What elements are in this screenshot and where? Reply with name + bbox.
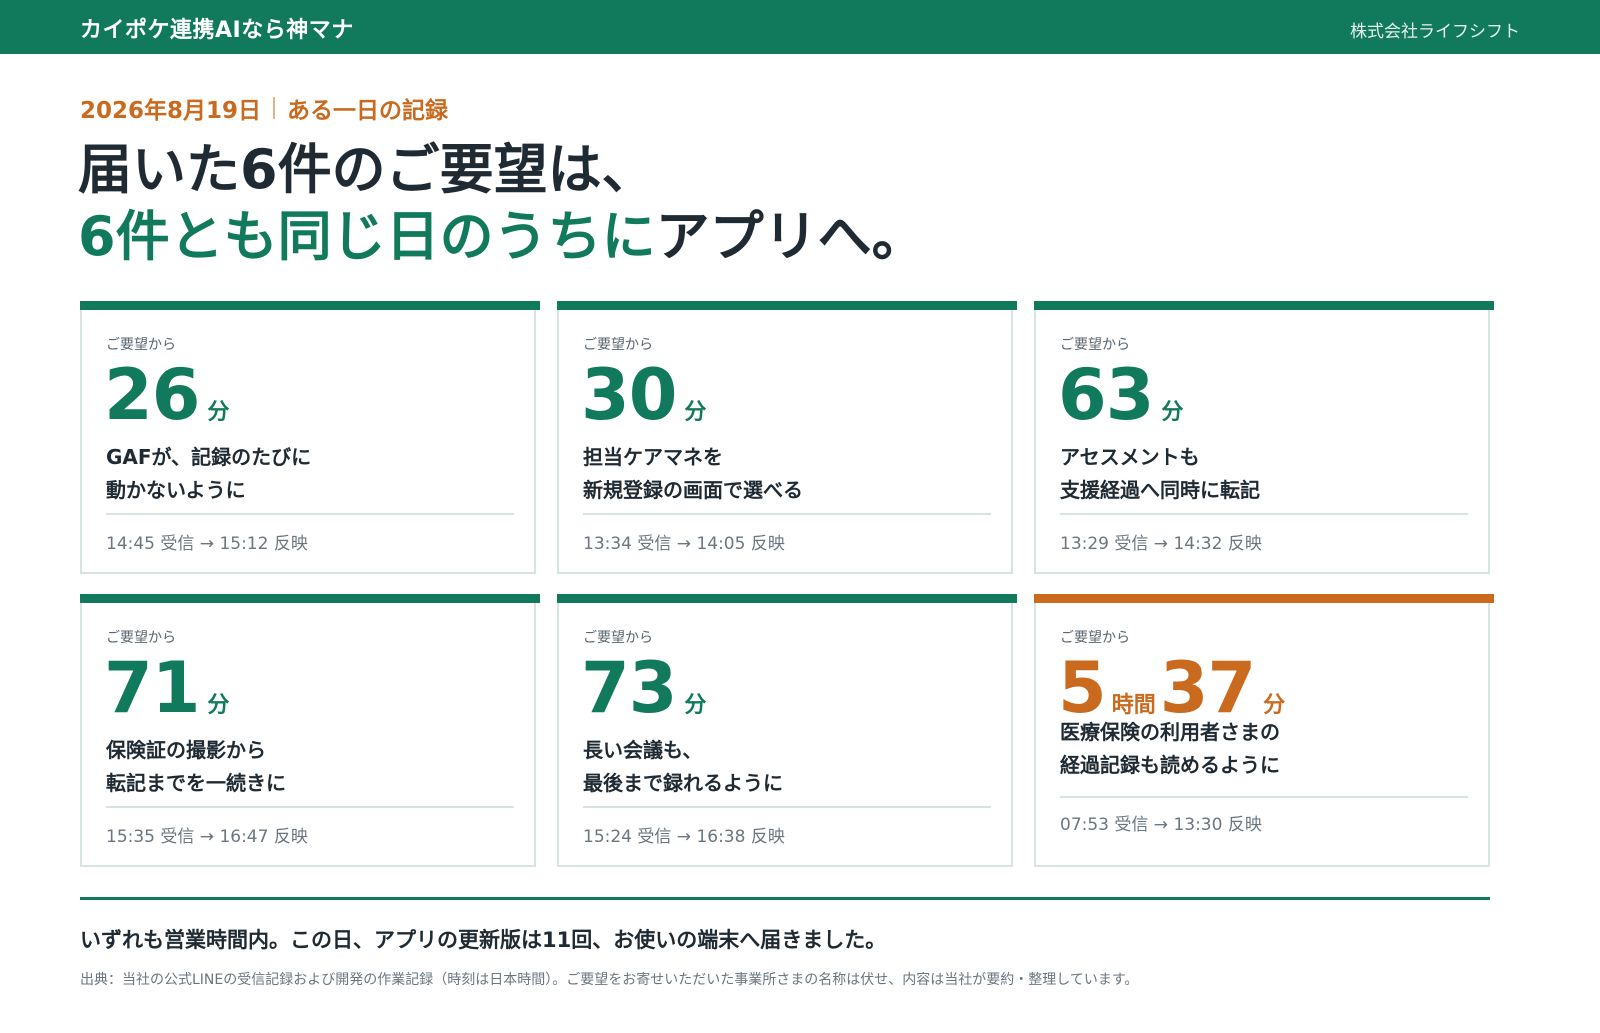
- elapsed-unit: 分: [1161, 400, 1184, 425]
- card-accent-bar: [557, 594, 1017, 603]
- card-description-line: 長い会議も、: [583, 738, 703, 762]
- card-divider: [106, 513, 514, 515]
- elapsed-minutes: 37: [1159, 647, 1256, 729]
- card-kicker: ご要望から: [583, 337, 653, 353]
- elapsed-minutes: 73: [581, 647, 677, 729]
- headline-accent: 6件とも同じ日のうちに: [78, 205, 656, 268]
- card-divider: [583, 513, 991, 515]
- top-bar: カイポケ連携AIなら神マナ 株式会社ライフシフト: [0, 0, 1600, 54]
- summary-text: いずれも営業時間内。この日、アプリの更新版は11回、お使いの端末へ届きました。: [80, 928, 887, 952]
- elapsed-unit: 分: [684, 400, 707, 425]
- card-description: 医療保険の利用者さまの 経過記録も読めるように: [1060, 716, 1280, 782]
- card-elapsed: 30 分: [581, 353, 706, 437]
- card-kicker: ご要望から: [583, 630, 653, 646]
- date-text: 2026年8月19日: [80, 98, 262, 124]
- elapsed-unit: 分: [207, 400, 230, 425]
- card-elapsed: 63 分: [1058, 353, 1183, 437]
- card-description: 担当ケアマネを 新規登録の画面で選べる: [583, 441, 803, 507]
- elapsed-hours: 5: [1058, 647, 1107, 729]
- brand-title: カイポケ連携AIなら神マナ: [80, 18, 354, 43]
- card-times: 13:34 受信 → 14:05 反映: [583, 534, 785, 554]
- card-elapsed: 26 分: [104, 353, 229, 437]
- request-card: ご要望から 63 分 アセスメントも 支援経過へ同時に転記 13:29 受信 →…: [1034, 301, 1494, 574]
- headline-rest: アプリへ。: [655, 205, 926, 268]
- elapsed-minutes: 63: [1058, 354, 1154, 436]
- headline-line2: 6件とも同じ日のうちにアプリへ。: [78, 202, 926, 272]
- card-accent-bar: [80, 301, 540, 310]
- card-description-line: 保険証の撮影から: [106, 738, 266, 762]
- card-accent-bar: [80, 594, 540, 603]
- elapsed-minutes: 71: [104, 647, 200, 729]
- card-description-line: 最後まで録れるように: [583, 771, 783, 795]
- card-description: 保険証の撮影から 転記までを一続きに: [106, 734, 286, 800]
- card-kicker: ご要望から: [106, 337, 176, 353]
- card-accent-bar: [1034, 301, 1494, 310]
- card-divider: [1060, 513, 1468, 515]
- company-name: 株式会社ライフシフト: [1350, 22, 1520, 42]
- elapsed-unit: 分: [1263, 693, 1286, 718]
- card-kicker: ご要望から: [1060, 630, 1130, 646]
- card-description-line: 動かないように: [106, 478, 246, 502]
- card-times: 15:35 受信 → 16:47 反映: [106, 827, 308, 847]
- elapsed-unit: 分: [207, 693, 230, 718]
- request-card: ご要望から 73 分 長い会議も、 最後まで録れるように 15:24 受信 → …: [557, 594, 1017, 867]
- card-description-line: 経過記録も読めるように: [1060, 753, 1280, 777]
- card-description: 長い会議も、 最後まで録れるように: [583, 734, 783, 800]
- card-times: 14:45 受信 → 15:12 反映: [106, 534, 308, 554]
- card-divider: [583, 806, 991, 808]
- card-kicker: ご要望から: [106, 630, 176, 646]
- card-elapsed: 5 時間 37 分: [1058, 646, 1285, 730]
- source-note: 出典：当社の公式LINEの受信記録および開発の作業記録（時刻は日本時間）。ご要望…: [80, 972, 1139, 988]
- card-times: 15:24 受信 → 16:38 反映: [583, 827, 785, 847]
- elapsed-minutes: 26: [104, 354, 200, 436]
- card-divider: [1060, 796, 1468, 798]
- request-card: ご要望から 71 分 保険証の撮影から 転記までを一続きに 15:35 受信 →…: [80, 594, 540, 867]
- elapsed-hours-unit: 時間: [1111, 693, 1156, 718]
- card-divider: [106, 806, 514, 808]
- card-description-line: アセスメントも: [1060, 445, 1200, 469]
- card-description: GAFが、記録のたびに 動かないように: [106, 441, 311, 507]
- card-description-line: GAFが、記録のたびに: [106, 445, 312, 469]
- dateline-label: ある一日の記録: [287, 98, 449, 124]
- card-description-line: 新規登録の画面で選べる: [583, 478, 803, 502]
- card-times: 07:53 受信 → 13:30 反映: [1060, 815, 1262, 835]
- card-description-line: 支援経過へ同時に転記: [1060, 478, 1260, 502]
- dateline: 2026年8月19日 ある一日の記録: [80, 91, 448, 125]
- card-elapsed: 73 分: [581, 646, 706, 730]
- footer-divider: [80, 897, 1490, 900]
- card-description-line: 医療保険の利用者さまの: [1060, 720, 1280, 744]
- card-description-line: 転記までを一続きに: [106, 771, 286, 795]
- headline: 届いた6件のご要望は、 6件とも同じ日のうちにアプリへ。: [78, 138, 926, 272]
- card-description-line: 担当ケアマネを: [583, 445, 723, 469]
- card-description: アセスメントも 支援経過へ同時に転記: [1060, 441, 1260, 507]
- headline-line1: 届いた6件のご要望は、: [78, 138, 656, 201]
- card-accent-bar: [557, 301, 1017, 310]
- elapsed-unit: 分: [684, 693, 707, 718]
- elapsed-minutes: 30: [581, 354, 677, 436]
- dateline-separator: [273, 97, 276, 119]
- card-elapsed: 71 分: [104, 646, 229, 730]
- request-card: ご要望から 5 時間 37 分 医療保険の利用者さまの 経過記録も読めるように …: [1034, 594, 1494, 867]
- card-times: 13:29 受信 → 14:32 反映: [1060, 534, 1262, 554]
- request-card: ご要望から 30 分 担当ケアマネを 新規登録の画面で選べる 13:34 受信 …: [557, 301, 1017, 574]
- card-accent-bar: [1034, 594, 1494, 603]
- request-card: ご要望から 26 分 GAFが、記録のたびに 動かないように 14:45 受信 …: [80, 301, 540, 574]
- card-kicker: ご要望から: [1060, 337, 1130, 353]
